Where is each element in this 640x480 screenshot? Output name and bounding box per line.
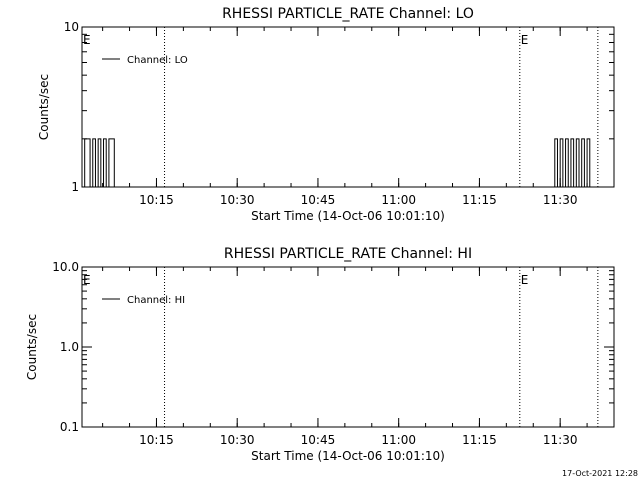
x-tick-label: 11:00	[381, 193, 416, 207]
x-tick-label: 10:30	[220, 433, 255, 447]
plot-frame	[81, 266, 615, 428]
plot-frame	[81, 26, 615, 188]
series-line	[82, 138, 591, 188]
event-marker-label: E	[83, 273, 91, 287]
legend-label: Channel: LO	[127, 55, 188, 66]
x-tick-label: 10:30	[220, 193, 255, 207]
event-marker-label: E	[521, 273, 529, 287]
y-tick-label: 0.1	[60, 420, 79, 434]
legend-label: Channel: HI	[127, 295, 185, 306]
chart-panel-lo: RHESSI PARTICLE_RATE Channel: LO 1 10 Count…	[37, 6, 615, 223]
x-axis-label: Start Time (14-Oct-06 10:01:10)	[251, 449, 445, 463]
x-tick-label: 11:30	[543, 433, 578, 447]
event-marker-label: E	[83, 33, 91, 47]
x-tick-label: 10:45	[301, 433, 336, 447]
x-tick-label: 11:15	[462, 193, 497, 207]
x-tick-label: 10:15	[139, 193, 174, 207]
y-tick-label: 1	[71, 180, 79, 194]
x-tick-label: 11:00	[381, 433, 416, 447]
y-tick-label: 10	[64, 20, 79, 34]
y-axis-label: Counts/sec	[25, 314, 39, 380]
y-tick-label: 10.0	[52, 260, 79, 274]
y-tick-label: 1.0	[60, 340, 79, 354]
chart-panel-hi: RHESSI PARTICLE_RATE Channel: HI 0.1 1.0 10…	[25, 246, 615, 463]
x-axis-label: Start Time (14-Oct-06 10:01:10)	[251, 209, 445, 223]
x-tick-label: 10:45	[301, 193, 336, 207]
y-axis-label: Counts/sec	[37, 74, 51, 140]
x-tick-label: 11:30	[543, 193, 578, 207]
chart-title: RHESSI PARTICLE_RATE Channel: LO	[222, 6, 474, 22]
chart-title: RHESSI PARTICLE_RATE Channel: HI	[224, 246, 472, 262]
x-tick-label: 10:15	[139, 433, 174, 447]
event-marker-label: E	[521, 33, 529, 47]
footer-timestamp: 17-Oct-2021 12:28	[562, 469, 638, 478]
x-tick-label: 11:15	[462, 433, 497, 447]
